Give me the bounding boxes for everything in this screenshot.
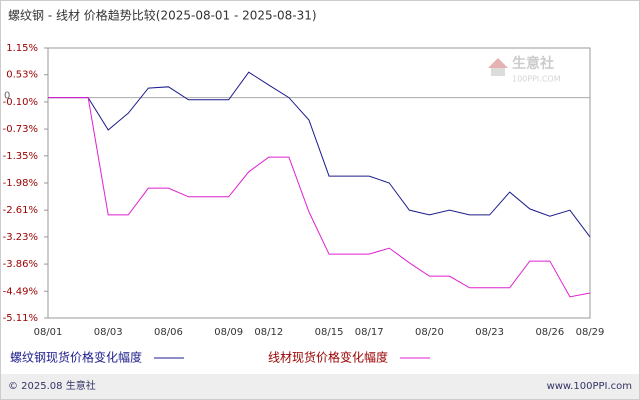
x-tick-label: 08/26 <box>535 327 564 338</box>
y-tick-label: -3.23% <box>3 232 38 243</box>
x-tick-label: 08/29 <box>576 327 605 338</box>
y-tick-label: 0.53% <box>6 70 38 81</box>
series-line <box>48 97 591 298</box>
y-tick-label: -0.10% <box>3 97 38 108</box>
footer-right: www.100PPI.com <box>547 381 632 392</box>
y-tick-label: -1.98% <box>3 178 38 189</box>
y-tick-label: -1.35% <box>3 151 38 162</box>
legend-label: 螺纹钢现货价格变化幅度 <box>10 350 142 365</box>
footer-left: © 2025.08 生意社 <box>8 379 96 392</box>
watermark: 生意社 100PPI.COM <box>488 55 561 84</box>
x-tick-label: 08/03 <box>94 327 123 338</box>
watermark-icon <box>488 58 508 68</box>
x-tick-label: 08/15 <box>315 327 344 338</box>
x-tick-label: 08/06 <box>154 327 183 338</box>
watermark-site: 100PPI.COM <box>512 75 561 84</box>
x-tick-label: 08/12 <box>254 327 283 338</box>
y-tick-label: 1.15% <box>6 43 38 54</box>
x-tick-label: 08/20 <box>415 327 444 338</box>
y-tick-label: -5.11% <box>3 313 38 324</box>
y-tick-label: -0.73% <box>3 124 38 135</box>
y-tick-label: -2.61% <box>3 205 38 216</box>
y-tick-label: -4.49% <box>3 286 38 297</box>
legend-label: 线材现货价格变化幅度 <box>268 350 388 365</box>
series-line <box>48 71 591 238</box>
watermark-icon <box>491 68 505 76</box>
footer-bar <box>1 374 639 399</box>
x-tick-label: 08/23 <box>475 327 504 338</box>
x-tick-label: 08/17 <box>355 327 384 338</box>
chart-title: 螺纹钢 - 线材 价格趋势比较(2025-08-01 - 2025-08-31) <box>8 8 317 23</box>
reference-label: 0 <box>4 91 10 102</box>
plot-area <box>47 47 591 319</box>
watermark-name: 生意社 <box>512 55 554 72</box>
x-tick-label: 08/01 <box>34 327 63 338</box>
x-tick-label: 08/09 <box>214 327 243 338</box>
y-tick-label: -3.86% <box>3 259 38 270</box>
